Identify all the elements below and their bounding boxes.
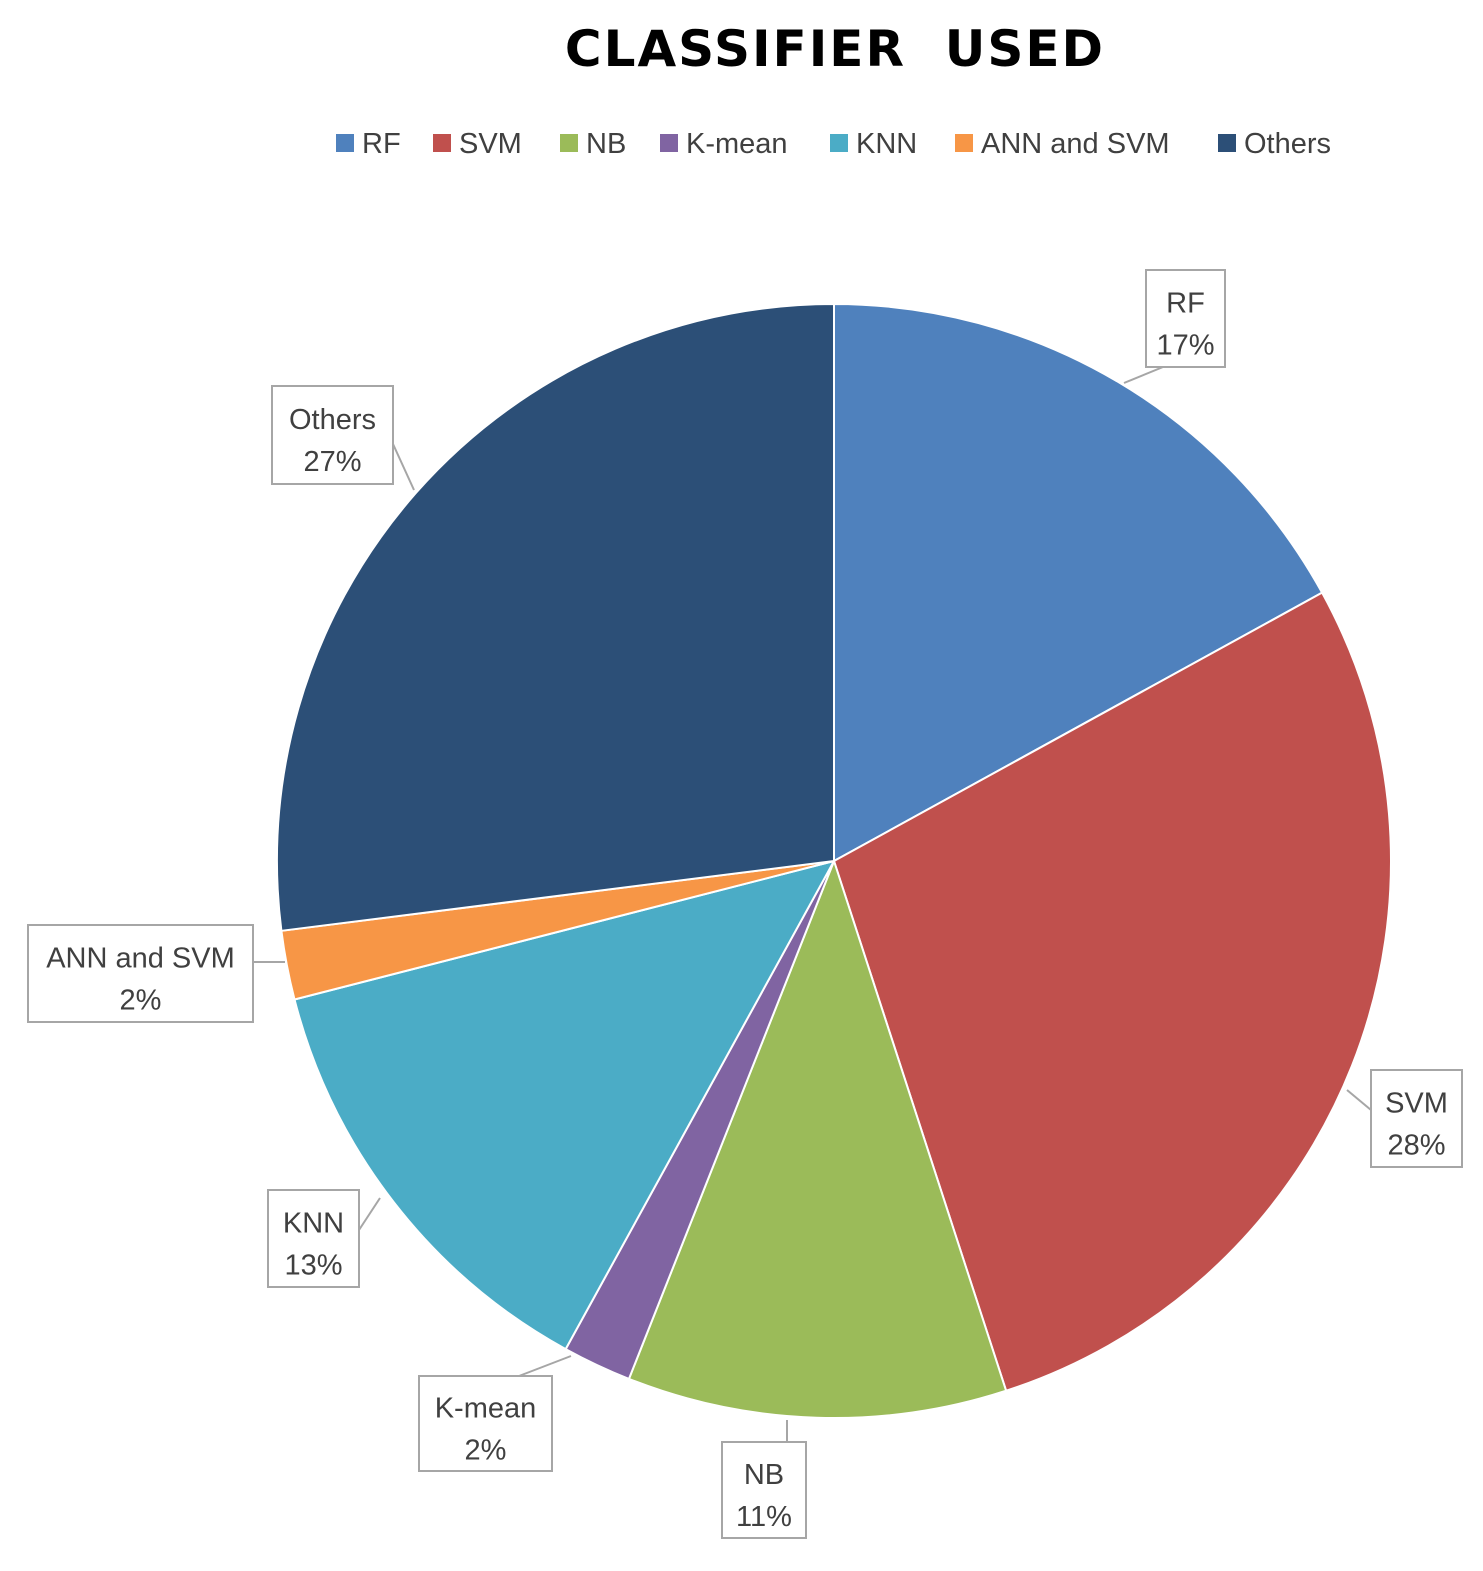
data-label-ann-and-svm: ANN and SVM 2% [27,924,254,1023]
leader-line-others [392,443,415,491]
legend-swatch-knn [830,134,848,152]
legend-swatch-nb [560,134,578,152]
data-label-svm: SVM 28% [1370,1069,1463,1168]
data-label-percent: 13% [284,1250,342,1282]
data-label-percent: 27% [303,446,361,478]
leader-line-svm [1346,1089,1372,1111]
legend-label-knn: KNN [856,128,917,160]
data-label-category: ANN and SVM [46,943,235,975]
slice-nb [627,858,1008,1420]
data-label-box [27,924,254,1023]
data-label-box [721,1441,807,1539]
legend: RF SVM NB K-mean KNN ANN and SVM Others [336,128,1331,160]
data-label-percent: 11% [736,1501,792,1533]
data-label-percent: 17% [1156,330,1214,362]
legend-label-svm: SVM [459,128,522,160]
data-label-category: NB [744,1459,784,1491]
data-label-category: Others [289,404,376,436]
data-label-category: SVM [1385,1088,1448,1120]
data-label-percent: 28% [1387,1130,1445,1162]
data-label-box [418,1375,553,1472]
data-label-box [267,1189,360,1288]
legend-label-k-mean: K-mean [686,128,788,160]
legend-swatch-svm [433,134,451,152]
data-label-percent: 2% [465,1435,507,1467]
data-label-category: RF [1166,288,1205,320]
leader-line-rf [1123,366,1164,384]
chart-title: CLASSIFIER USED [565,20,1105,78]
slice-rf [833,302,1324,863]
data-label-category: KNN [283,1208,344,1240]
data-label-category: K-mean [435,1393,537,1425]
data-label-box [1145,269,1226,368]
legend-label-ann-and-svm: ANN and SVM [981,128,1170,160]
legend-swatch-rf [336,134,354,152]
legend-swatch-k-mean [660,134,678,152]
label-leader-lines [253,366,1372,1442]
data-label-knn: KNN 13% [267,1189,360,1288]
data-label-box [271,385,394,485]
leader-line-knn [358,1197,381,1231]
legend-swatch-ann-and-svm [955,134,973,152]
legend-swatch-others [1218,134,1236,152]
data-label-percent: 2% [120,985,162,1017]
legend-label-nb: NB [586,128,626,160]
slice-knn [293,859,836,1351]
data-label-others: Others 27% [271,385,394,485]
data-label-nb: NB 11% [721,1441,807,1539]
data-label-k-mean: K-mean 2% [418,1375,553,1472]
data-label-box [1370,1069,1463,1168]
pie-slices [276,302,1392,1420]
data-label-rf: RF 17% [1145,269,1226,368]
data-labels: RF 17% SVM 28% NB 11% K-mean 2% KNN 13% ANN and SV… [27,269,1463,1539]
slice-others [276,302,835,932]
legend-label-others: Others [1244,128,1331,160]
leader-line-k-mean [518,1355,572,1377]
legend-label-rf: RF [362,128,401,160]
slice-svm [832,591,1392,1393]
